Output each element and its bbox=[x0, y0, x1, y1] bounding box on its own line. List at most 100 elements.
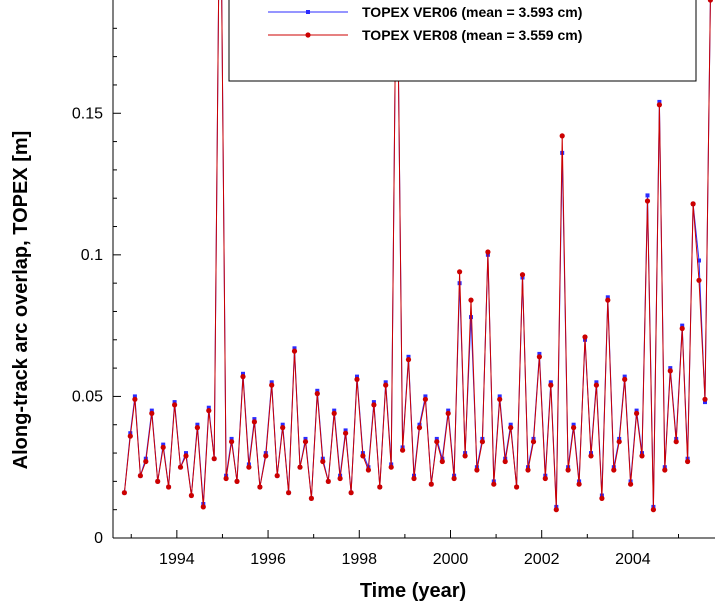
data-point bbox=[143, 458, 149, 465]
data-point bbox=[428, 481, 434, 487]
data-point bbox=[537, 351, 542, 356]
data-point bbox=[315, 388, 320, 393]
data-point bbox=[137, 473, 143, 479]
data-point bbox=[177, 464, 184, 470]
data-point bbox=[234, 478, 240, 484]
data-point bbox=[241, 371, 245, 376]
data-point bbox=[616, 439, 622, 445]
data-point bbox=[468, 297, 474, 303]
data-point bbox=[132, 394, 137, 399]
data-point bbox=[332, 408, 337, 413]
data-point bbox=[707, 0, 713, 3]
data-point bbox=[667, 368, 673, 374]
data-point bbox=[172, 400, 177, 405]
data-point bbox=[451, 475, 457, 482]
series-line bbox=[123, 0, 711, 510]
data-point bbox=[155, 478, 161, 484]
x-tick-label: 1996 bbox=[250, 551, 286, 568]
data-point bbox=[406, 354, 411, 359]
data-point bbox=[383, 382, 389, 388]
data-point bbox=[325, 478, 331, 484]
data-point bbox=[474, 467, 480, 473]
legend-entry-ver06: TOPEX VER06 (mean = 3.593 cm) bbox=[268, 4, 582, 20]
data-point bbox=[668, 366, 673, 371]
legend-entry-ver08: TOPEX VER08 (mean = 3.559 cm) bbox=[268, 27, 582, 43]
data-point bbox=[365, 467, 371, 473]
data-point bbox=[257, 484, 263, 490]
legend-label-ver08: TOPEX VER08 (mean = 3.559 cm) bbox=[362, 27, 582, 43]
data-point bbox=[462, 453, 468, 459]
data-point bbox=[160, 444, 166, 450]
data-point bbox=[446, 408, 451, 413]
data-point bbox=[246, 464, 252, 470]
legend-label-ver06: TOPEX VER06 (mean = 3.593 cm) bbox=[362, 4, 582, 20]
data-point bbox=[383, 380, 388, 385]
data-point bbox=[291, 348, 298, 354]
data-point bbox=[530, 439, 537, 445]
data-point bbox=[611, 467, 617, 473]
y-tick-label: 0.05 bbox=[72, 388, 103, 405]
data-point bbox=[263, 453, 269, 459]
data-point bbox=[519, 272, 526, 278]
legend: TOPEX VER06 (mean = 3.593 cm) TOPEX VER0… bbox=[228, 0, 697, 82]
data-point bbox=[656, 102, 663, 108]
data-point bbox=[184, 451, 188, 456]
data-point bbox=[422, 396, 428, 402]
data-point bbox=[320, 458, 326, 465]
data-point bbox=[269, 382, 275, 388]
data-point bbox=[400, 447, 406, 453]
data-point bbox=[172, 402, 178, 408]
x-tick-label: 1994 bbox=[159, 551, 195, 568]
data-point bbox=[559, 133, 565, 139]
data-point bbox=[553, 507, 559, 513]
data-point bbox=[274, 473, 280, 479]
data-point bbox=[542, 475, 548, 482]
data-point bbox=[571, 422, 576, 427]
data-point bbox=[485, 249, 491, 255]
data-point bbox=[200, 504, 206, 510]
data-point bbox=[206, 405, 211, 410]
data-point bbox=[594, 380, 599, 385]
data-point bbox=[639, 453, 645, 459]
axis-ticks: 1994 1996 1998 2000 2002 2004 0 0.05 0.1 0.15 bbox=[72, 27, 680, 568]
data-point bbox=[354, 376, 360, 382]
data-point bbox=[292, 346, 297, 351]
data-point bbox=[582, 334, 588, 340]
data-point bbox=[331, 410, 337, 416]
y-tick-label: 0 bbox=[94, 530, 103, 547]
data-point bbox=[343, 430, 349, 436]
data-point bbox=[650, 507, 657, 513]
y-tick-label: 0.1 bbox=[81, 247, 103, 264]
data-point bbox=[251, 419, 257, 425]
data-point bbox=[445, 410, 451, 416]
x-tick-label: 1998 bbox=[341, 551, 377, 568]
data-point bbox=[121, 490, 127, 496]
data-point bbox=[280, 422, 285, 427]
data-point bbox=[548, 380, 553, 385]
data-point bbox=[240, 374, 246, 380]
data-point bbox=[502, 458, 508, 465]
data-point bbox=[634, 410, 640, 416]
data-point bbox=[657, 99, 662, 104]
data-point bbox=[593, 382, 600, 388]
data-point bbox=[685, 458, 691, 465]
axes-frame bbox=[112, 0, 715, 539]
x-tick-label: 2000 bbox=[433, 551, 469, 568]
data-point bbox=[565, 467, 571, 473]
data-point bbox=[371, 402, 377, 408]
data-point bbox=[229, 436, 234, 441]
data-point bbox=[514, 484, 520, 490]
data-point bbox=[599, 495, 605, 501]
data-point bbox=[360, 453, 366, 459]
data-point bbox=[423, 394, 428, 399]
data-point bbox=[223, 475, 229, 482]
data-point bbox=[166, 484, 172, 490]
x-tick-label: 2002 bbox=[524, 551, 560, 568]
data-point bbox=[149, 410, 155, 416]
data-point bbox=[416, 425, 423, 431]
data-point bbox=[588, 453, 594, 459]
data-point bbox=[622, 374, 627, 379]
data-point bbox=[497, 396, 503, 402]
data-point bbox=[697, 258, 701, 263]
data-point bbox=[605, 297, 611, 303]
